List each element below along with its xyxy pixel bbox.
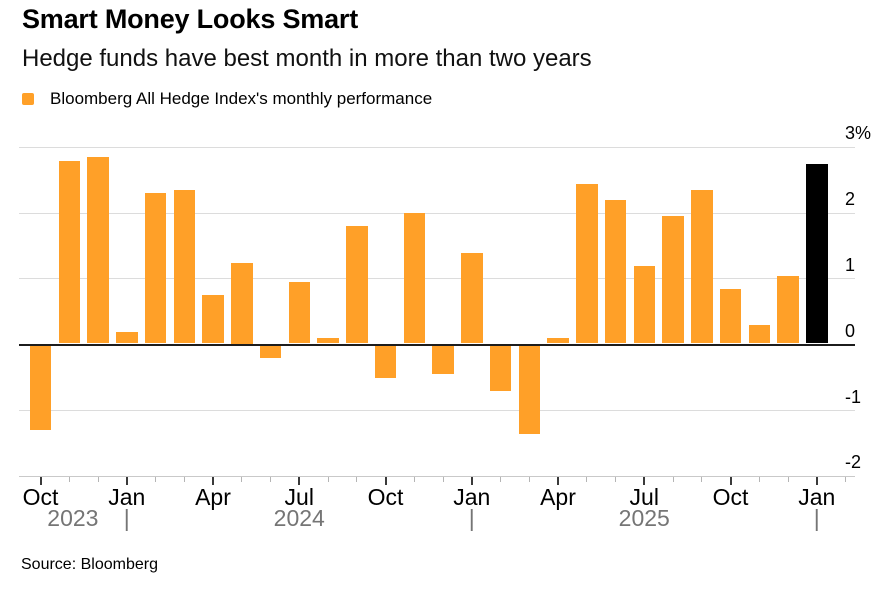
- bar-nov-2023: [58, 160, 80, 344]
- axis-tick-major: [298, 476, 301, 485]
- source-note: Source: Bloomberg: [21, 556, 158, 573]
- axis-tick-minor: [442, 476, 444, 482]
- chart-title: Smart Money Looks Smart: [22, 4, 358, 34]
- axis-tick-minor: [97, 476, 99, 482]
- legend-label: Bloomberg All Hedge Index's monthly perf…: [50, 89, 433, 108]
- bar-apr-2025: [547, 338, 569, 344]
- x-axis-line: [19, 475, 855, 478]
- x-axis-month-label: Oct: [712, 484, 749, 510]
- chart-subtitle: Hedge funds have best month in more than…: [22, 45, 592, 72]
- axis-tick-major: [643, 476, 646, 485]
- axis-tick-minor: [327, 476, 329, 482]
- bar-dec-2024: [432, 346, 454, 375]
- axis-tick-minor: [845, 476, 846, 482]
- axis-tick-major: [212, 476, 214, 485]
- axis-tick-major: [384, 476, 387, 485]
- axis-tick-major: [39, 476, 42, 485]
- axis-tick-minor: [413, 476, 415, 482]
- axis-tick-minor: [68, 476, 70, 482]
- bar-jul-2025: [633, 265, 655, 344]
- axis-tick-major: [470, 476, 473, 485]
- axis-tick-major: [815, 476, 818, 485]
- bar-nov-2025: [748, 325, 770, 344]
- bar-mar-2025: [518, 346, 540, 434]
- x-axis-year-separator: |: [813, 505, 820, 531]
- bar-aug-2024: [317, 338, 339, 344]
- axis-tick-minor: [155, 476, 156, 482]
- axis-tick-minor: [758, 476, 760, 482]
- bar-dec-2023: [87, 157, 109, 344]
- x-axis-year-label: 2023: [47, 505, 99, 531]
- axis-tick-minor: [183, 476, 185, 482]
- bar-jan-2024: [116, 331, 138, 344]
- axis-tick-minor: [615, 476, 616, 482]
- axis-tick-major: [729, 476, 732, 485]
- axis-tick-minor: [500, 476, 501, 482]
- axis-tick-minor: [270, 476, 271, 482]
- axis-tick-minor: [586, 476, 588, 482]
- axis-tick-minor: [528, 476, 530, 482]
- axis-tick-minor: [241, 476, 243, 482]
- bar-may-2025: [576, 183, 598, 344]
- bar-apr-2024: [202, 295, 224, 344]
- bar-jul-2024: [288, 282, 310, 344]
- bar-mar-2024: [173, 190, 195, 344]
- y-axis-label: 2: [845, 189, 856, 210]
- bar-jun-2024: [259, 346, 282, 358]
- axis-tick-minor: [701, 476, 703, 482]
- x-axis-month-label: Jan: [108, 484, 146, 510]
- x-axis-month-label: Jul: [629, 484, 659, 510]
- x-axis-month-label: Apr: [195, 484, 231, 510]
- legend-swatch-icon: [22, 93, 34, 105]
- axis-tick-major: [125, 476, 128, 485]
- gridline: [19, 410, 855, 412]
- x-axis-month-label: Jan: [453, 484, 491, 510]
- x-axis-year-separator: |: [468, 505, 475, 531]
- gridline: [19, 146, 855, 148]
- x-axis-month-label: Jan: [798, 484, 836, 510]
- y-axis-label: -2: [845, 452, 862, 473]
- bar-nov-2024: [403, 213, 425, 344]
- y-axis-label: 0: [845, 320, 856, 341]
- axis-tick-minor: [672, 476, 674, 482]
- y-axis-label: 3%: [845, 123, 872, 144]
- bar-jun-2025: [604, 199, 627, 344]
- bar-oct-2025: [719, 288, 742, 344]
- x-axis-month-label: Oct: [22, 484, 59, 510]
- bar-jan-2026: [806, 163, 828, 344]
- gridline: [19, 278, 855, 280]
- y-axis-label: 1: [845, 254, 856, 275]
- axis-tick-major: [557, 476, 559, 485]
- bar-may-2024: [231, 262, 253, 344]
- x-axis-month-label: Oct: [367, 484, 404, 510]
- bar-sep-2024: [346, 226, 368, 344]
- bar-feb-2025: [489, 346, 512, 391]
- x-axis-month-label: Jul: [284, 484, 314, 510]
- bar-oct-2023: [29, 346, 52, 431]
- x-axis-month-label: Apr: [540, 484, 576, 510]
- bar-aug-2025: [662, 216, 684, 344]
- legend: Bloomberg All Hedge Index's monthly perf…: [22, 89, 432, 109]
- zero-line: [19, 343, 855, 346]
- bar-feb-2024: [144, 193, 167, 344]
- x-axis-year-separator: |: [123, 505, 130, 531]
- x-axis-year-label: 2025: [618, 505, 670, 531]
- gridline: [19, 212, 855, 214]
- x-axis-year-label: 2024: [273, 505, 325, 531]
- bar-jan-2025: [461, 252, 483, 344]
- axis-tick-minor: [356, 476, 358, 482]
- bar-sep-2025: [691, 190, 713, 344]
- y-axis-label: -1: [845, 386, 862, 407]
- bar-dec-2025: [777, 275, 799, 344]
- axis-tick-minor: [787, 476, 789, 482]
- bar-oct-2024: [374, 346, 397, 378]
